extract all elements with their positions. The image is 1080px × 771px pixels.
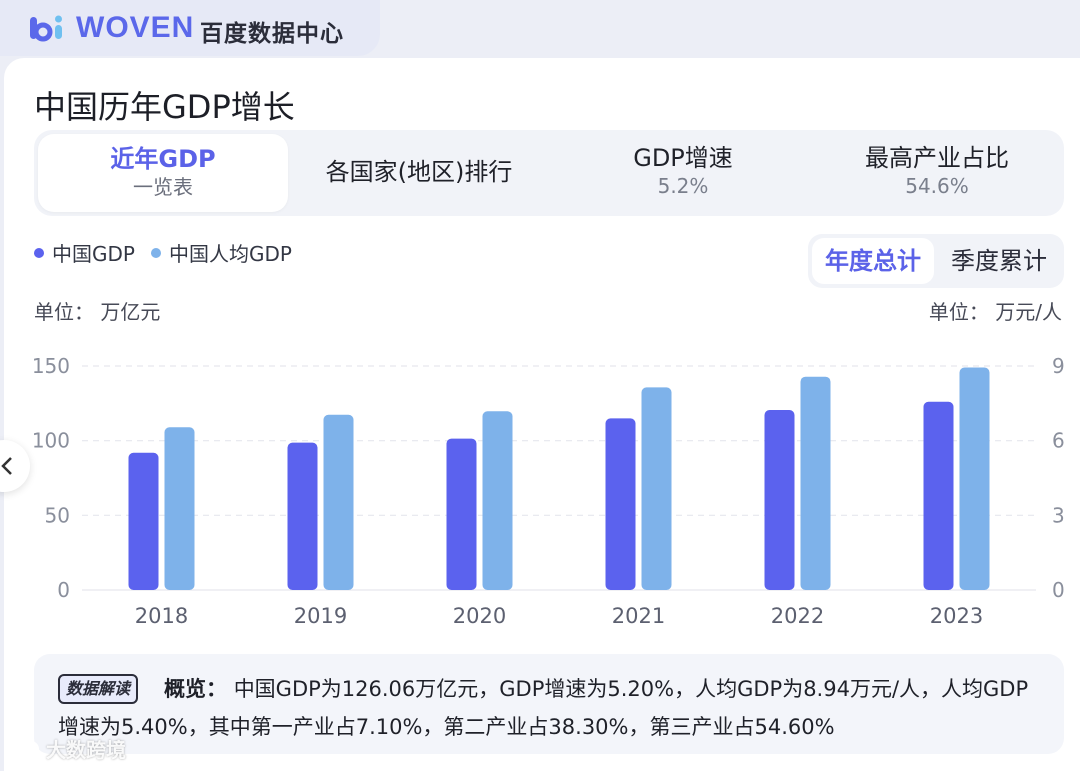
tab-label: 最高产业占比 [865,144,1009,172]
bar-gdp [128,452,159,590]
y-left-tick-label: 0 [57,578,70,602]
legend-dot [150,247,161,258]
chart-legend: 中国GDP 中国人均GDP [34,238,308,267]
logo-text: WOVEN [76,11,195,44]
tab-country-ranking[interactable]: 各国家(地区)排行 [292,130,546,216]
bar-gdp-per-capita [482,411,513,590]
bar-gdp [605,418,636,590]
period-toggle: 年度总计 季度累计 [808,234,1064,288]
bar-gdp-per-capita [323,414,354,590]
legend-label: 中国人均GDP [168,242,292,266]
legend-dot [34,247,44,258]
right-axis-unit: 单位： 万元/人 [928,300,1062,324]
brand-name: 百度数据中心 [200,21,344,47]
bar-gdp [446,438,477,590]
tab-label: 近年GDP [110,145,216,173]
x-tick-label: 2021 [612,604,665,628]
y-left-tick-label: 50 [45,503,70,527]
tab-label: 各国家(地区)排行 [325,158,513,186]
data-insight-panel: 数据解读 概览： 中国GDP为126.06万亿元，GDP增速为5.20%，人均G… [34,654,1064,754]
bar-gdp-per-capita [164,427,195,590]
y-right-tick-label: 6 [1052,429,1065,453]
x-tick-label: 2019 [294,604,347,628]
bar-gdp [287,442,318,590]
gdp-bar-chart: 0 0 50 3 100 6 150 9 2018 2019 2020 2021 2022 2023 [32,354,1065,628]
y-left-tick-label: 150 [32,354,70,378]
brand-bar: WOVEN 百度数据中心 [0,0,380,56]
x-tick-label: 2020 [453,604,506,628]
watermark-logo-icon [11,740,39,757]
tab-bar: 近年GDP 一览表 各国家(地区)排行 GDP增速 5.2% 最高产业占比 54… [34,130,1064,216]
legend-item-gdp-per-capita[interactable]: 中国人均GDP [150,238,292,267]
x-tick-label: 2022 [771,604,824,628]
y-right-tick-label: 9 [1052,354,1065,378]
bar-gdp [923,401,954,590]
watermark: 大数跨境 [10,734,126,763]
quarterly-cumulative-button[interactable]: 季度累计 [951,247,1047,275]
y-right-tick-label: 3 [1052,503,1065,527]
bar-gdp-per-capita [959,367,990,590]
y-right-tick-label: 0 [1052,578,1065,602]
page-title: 中国历年GDP增长 [34,88,295,126]
bar-gdp-per-capita [641,387,672,590]
tab-sublabel: 54.6% [905,174,969,198]
brand-logo[interactable]: WOVEN [28,10,194,46]
legend-label: 中国GDP [52,242,135,266]
y-left-tick-label: 100 [32,429,70,453]
insight-heading: 概览： [164,677,227,701]
left-axis-unit: 单位： 万亿元 [34,300,161,324]
bar-gdp-per-capita [800,376,831,590]
annual-total-button[interactable]: 年度总计 [812,238,934,284]
tab-sublabel: 5.2% [657,174,709,198]
tab-sublabel: 一览表 [133,175,193,199]
x-tick-label: 2018 [135,604,188,628]
tab-recent-gdp[interactable]: 近年GDP 一览表 [38,134,288,212]
insight-badge: 数据解读 [58,674,139,704]
tab-label: GDP增速 [633,144,733,172]
tab-top-industry-share[interactable]: 最高产业占比 54.6% [810,130,1064,216]
gdp-card: 中国历年GDP增长 近年GDP 一览表 各国家(地区)排行 GDP增速 5.2%… [4,58,1080,771]
bi-logo-icon [30,15,62,42]
bar-gdp [764,410,795,590]
x-tick-label: 2023 [930,604,983,628]
legend-item-gdp[interactable]: 中国GDP [34,238,135,267]
tab-gdp-growth[interactable]: GDP增速 5.2% [556,130,810,216]
insight-body: 中国GDP为126.06万亿元，GDP增速为5.20%，人均GDP为8.94万元… [58,677,1029,739]
watermark-text: 大数跨境 [46,738,126,762]
chevron-left-icon [1,457,12,475]
insight-text: 概览： 中国GDP为126.06万亿元，GDP增速为5.20%，人均GDP为8.… [58,670,1048,746]
